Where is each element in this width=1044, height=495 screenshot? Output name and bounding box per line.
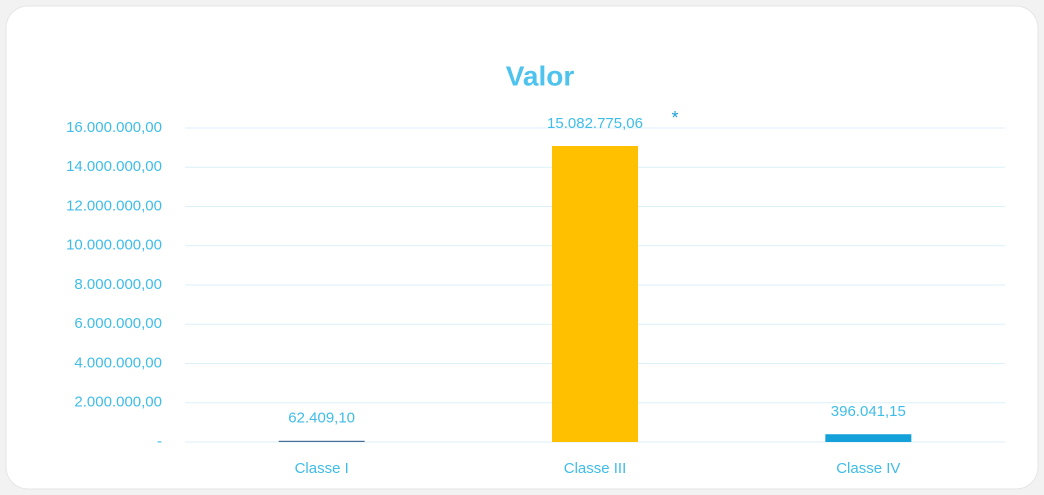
y-tick-label: - bbox=[157, 433, 162, 450]
value-label: 396.041,15 bbox=[831, 403, 906, 420]
y-tick-label: 14.000.000,00 bbox=[66, 158, 162, 175]
chart-title: Valor bbox=[506, 60, 575, 91]
y-tick-label: 6.000.000,00 bbox=[74, 315, 162, 332]
bar bbox=[825, 434, 912, 442]
y-tick-label: 8.000.000,00 bbox=[74, 276, 162, 293]
x-tick-label: Classe I bbox=[295, 460, 349, 477]
value-label: 62.409,10 bbox=[288, 410, 355, 427]
y-tick-label: 12.000.000,00 bbox=[66, 197, 162, 214]
y-tick-label: 2.000.000,00 bbox=[74, 394, 162, 411]
annotation: * bbox=[671, 108, 678, 128]
bar bbox=[278, 440, 365, 442]
y-tick-label: 4.000.000,00 bbox=[74, 354, 162, 371]
y-tick-label: 10.000.000,00 bbox=[66, 237, 162, 254]
bar bbox=[552, 146, 638, 442]
y-tick-label: 16.000.000,00 bbox=[66, 119, 162, 136]
card bbox=[5, 5, 1039, 490]
x-tick-label: Classe IV bbox=[836, 460, 900, 477]
x-tick-label: Classe III bbox=[564, 460, 627, 477]
value-label: 15.082.775,06 bbox=[547, 115, 643, 132]
